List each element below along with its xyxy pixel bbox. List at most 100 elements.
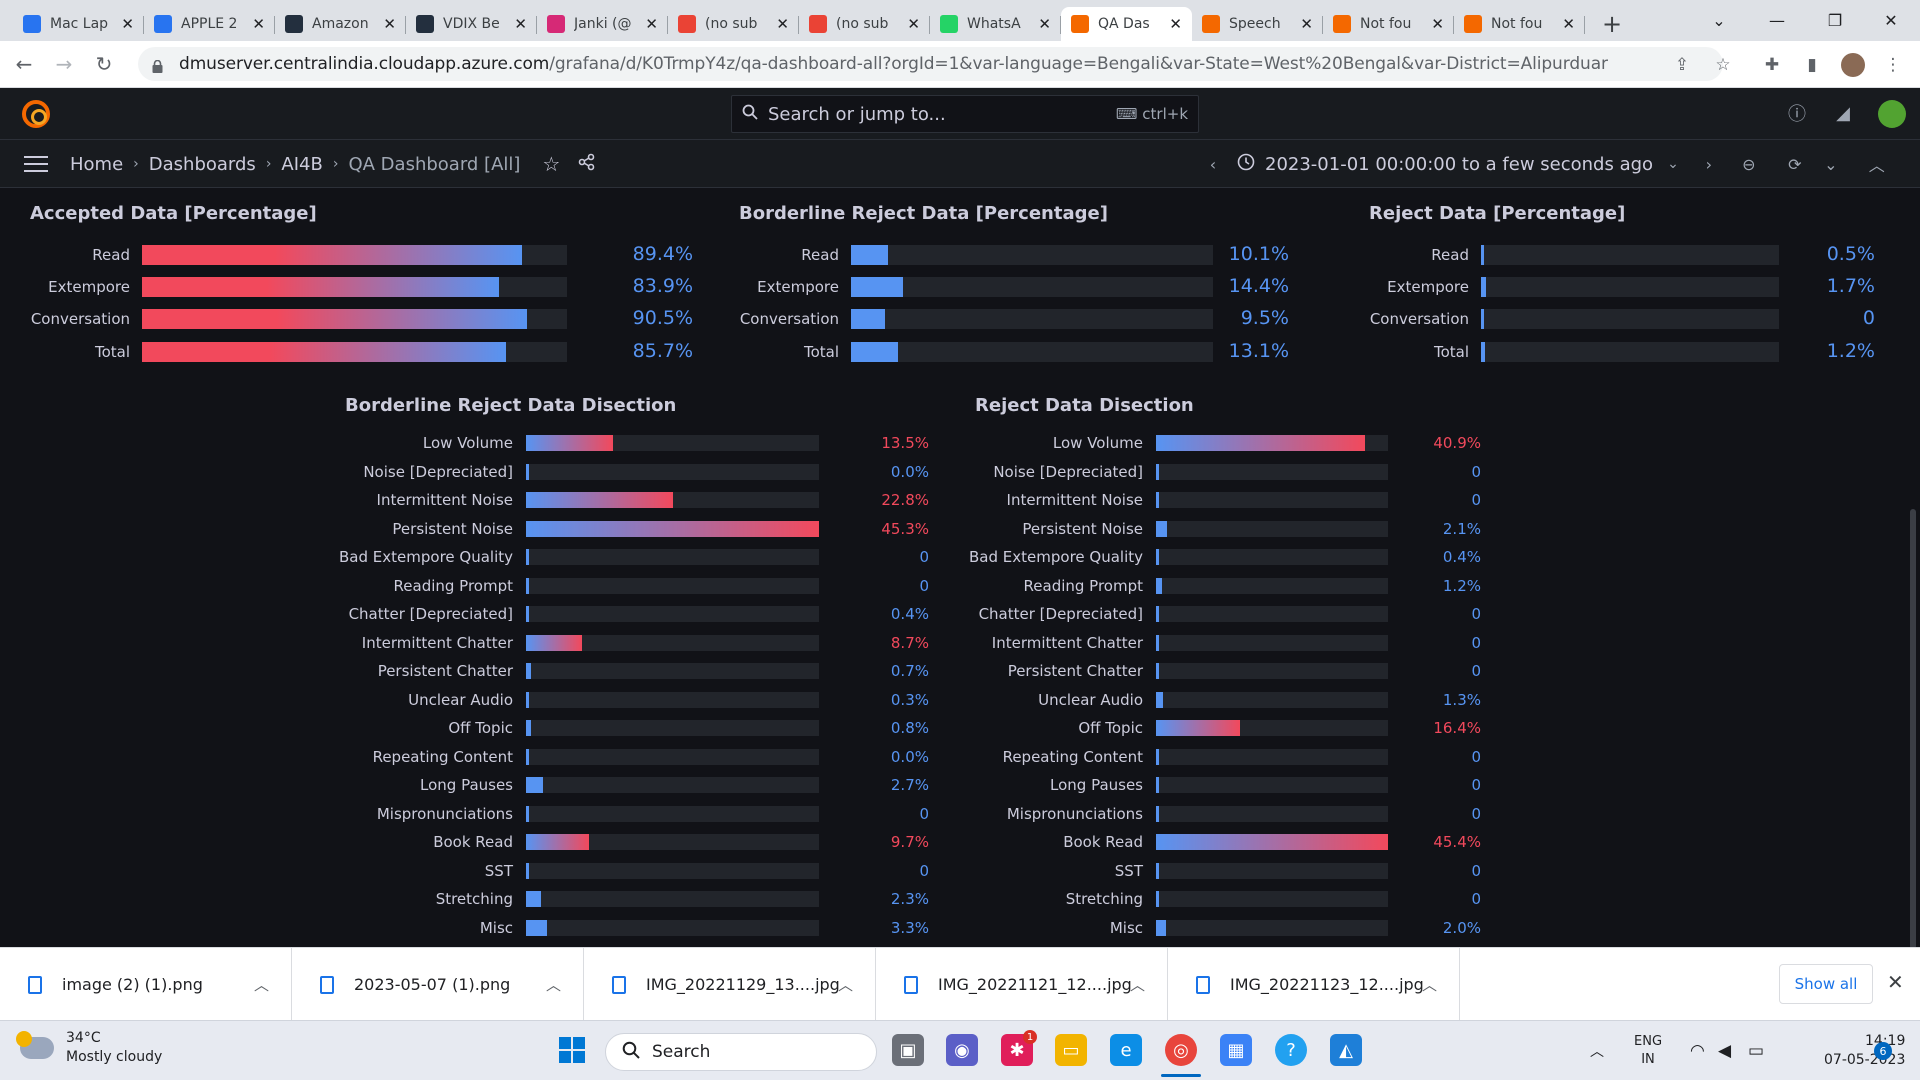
minimize-button[interactable]: — [1769, 11, 1785, 30]
download-item[interactable]: IMG_20221121_12....jpg ︿ [876, 948, 1168, 1021]
scrollbar[interactable] [1910, 509, 1916, 947]
browser-tab[interactable]: Amazon ✕ [275, 7, 406, 41]
download-item[interactable]: image (2) (1).png ︿ [0, 948, 292, 1021]
taskbar-search[interactable]: Search [605, 1033, 877, 1071]
help-icon[interactable]: ⓘ [1788, 104, 1806, 125]
dissection-track [526, 606, 819, 622]
news-feed-icon[interactable]: ◢ [1836, 102, 1850, 124]
input-language[interactable]: ENG IN [1634, 1034, 1663, 1067]
chrome-browser-icon[interactable]: ◎ [1165, 1034, 1197, 1066]
search-input[interactable]: Search or jump to... ⌨ ctrl+k [731, 95, 1199, 133]
notification-badge[interactable]: 6 [1874, 1042, 1892, 1060]
browser-tab[interactable]: Not fou ✕ [1454, 7, 1585, 41]
browser-tab[interactable]: QA Das ✕ [1061, 7, 1192, 41]
user-avatar[interactable] [1878, 100, 1906, 128]
refresh-icon[interactable]: ⟳ [1788, 154, 1802, 174]
close-tab-icon[interactable]: ✕ [1562, 15, 1575, 33]
clock[interactable]: 14:19 07-05-2023 [1824, 1021, 1905, 1080]
close-tab-icon[interactable]: ✕ [645, 15, 658, 33]
url-field[interactable]: dmuserver.centralindia.cloudapp.azure.co… [138, 47, 1723, 81]
share-icon[interactable] [578, 153, 596, 176]
time-back-icon[interactable]: ‹ [1209, 154, 1217, 174]
bookmark-star-icon[interactable]: ☆ [1715, 55, 1731, 75]
browser-tab[interactable]: Janki (@ ✕ [537, 7, 668, 41]
forward-icon[interactable]: → [55, 52, 73, 76]
file-explorer-icon[interactable]: ▭ [1055, 1034, 1087, 1066]
browser-tab[interactable]: VDIX Be ✕ [406, 7, 537, 41]
show-all-downloads-button[interactable]: Show all [1779, 964, 1873, 1004]
dissection-bar [526, 635, 582, 651]
photos-app-icon[interactable]: ◭ [1330, 1034, 1362, 1066]
wifi-icon[interactable]: ◠ [1690, 1041, 1705, 1061]
close-tab-icon[interactable]: ✕ [907, 15, 920, 33]
chevron-up-icon[interactable]: ︿ [545, 976, 561, 994]
windows-start-icon[interactable] [556, 1034, 588, 1066]
close-tab-icon[interactable]: ✕ [514, 15, 527, 33]
close-tab-icon[interactable]: ✕ [1169, 15, 1182, 33]
close-downloads-icon[interactable]: ✕ [1887, 970, 1904, 994]
favorite-star-icon[interactable]: ☆ [542, 152, 561, 176]
browser-tab[interactable]: (no sub ✕ [799, 7, 930, 41]
refresh-interval-chevron-icon[interactable]: ⌄ [1824, 154, 1838, 174]
tab-search-icon[interactable]: ⌄ [1712, 11, 1726, 30]
gauge-value: 1.2% [1826, 340, 1875, 362]
close-tab-icon[interactable]: ✕ [1431, 15, 1444, 33]
chevron-up-icon[interactable]: ︿ [1421, 976, 1437, 994]
dissection-bar [1156, 464, 1159, 480]
slack-icon[interactable]: ✱ 1 [1001, 1030, 1037, 1066]
browser-tab[interactable]: Speech ✕ [1192, 7, 1323, 41]
download-item[interactable]: IMG_20221129_13....jpg ︿ [584, 948, 876, 1021]
maximize-button[interactable]: ❐ [1827, 11, 1843, 30]
close-tab-icon[interactable]: ✕ [383, 15, 396, 33]
microsoft-store-icon[interactable]: ▦ [1220, 1034, 1252, 1066]
profile-avatar[interactable] [1838, 50, 1868, 80]
panel-title[interactable]: Reject Data Disection [975, 395, 1194, 416]
breadcrumb-folder[interactable]: AI4B [281, 153, 323, 175]
zoom-out-icon[interactable]: ⊖ [1742, 154, 1756, 174]
download-item[interactable]: 2023-05-07 (1).png ︿ [292, 948, 584, 1021]
close-tab-icon[interactable]: ✕ [776, 15, 789, 33]
show-hidden-icons-icon[interactable]: ︿ [1590, 1044, 1604, 1060]
menu-icon[interactable] [24, 156, 48, 172]
battery-icon[interactable]: ▭ [1748, 1041, 1765, 1061]
weather-widget[interactable]: 34°C Mostly cloudy [16, 1029, 162, 1067]
chrome-menu-icon[interactable]: ⋮ [1884, 55, 1902, 75]
browser-tab[interactable]: (no sub ✕ [668, 7, 799, 41]
browser-tab[interactable]: Not fou ✕ [1323, 7, 1454, 41]
chevron-up-icon[interactable]: ︿ [837, 976, 853, 994]
panel-title[interactable]: Borderline Reject Data Disection [345, 395, 677, 416]
task-view-icon[interactable]: ▣ [892, 1034, 924, 1066]
edge-browser-icon[interactable]: e [1110, 1034, 1142, 1066]
reload-icon[interactable]: ↻ [95, 52, 113, 76]
collapse-header-icon[interactable]: ︿ [1868, 156, 1885, 175]
extensions-icon[interactable]: ✚ [1764, 55, 1780, 75]
breadcrumb-dashboards[interactable]: Dashboards [148, 153, 256, 175]
new-tab-button[interactable]: + [1601, 10, 1623, 38]
time-range-picker[interactable]: 2023-01-01 00:00:00 to a few seconds ago… [1237, 153, 1679, 176]
close-tab-icon[interactable]: ✕ [1038, 15, 1051, 33]
back-icon[interactable]: ← [15, 52, 33, 76]
close-tab-icon[interactable]: ✕ [252, 15, 265, 33]
panel-title[interactable]: Reject Data [Percentage] [1369, 203, 1626, 224]
close-tab-icon[interactable]: ✕ [1300, 15, 1313, 33]
close-window-button[interactable]: ✕ [1884, 11, 1898, 30]
side-panel-icon[interactable]: ▮ [1807, 55, 1817, 75]
grafana-logo-icon[interactable] [22, 100, 50, 128]
breadcrumb-home[interactable]: Home [70, 153, 124, 175]
download-item[interactable]: IMG_20221123_12....jpg ︿ [1168, 948, 1460, 1021]
help-tips-icon[interactable]: ? [1275, 1034, 1307, 1066]
panel-title[interactable]: Accepted Data [Percentage] [30, 203, 317, 224]
gauge-value: 83.9% [632, 275, 693, 297]
panel-title[interactable]: Borderline Reject Data [Percentage] [739, 203, 1108, 224]
volume-icon[interactable]: ◀ [1718, 1041, 1732, 1061]
chevron-up-icon[interactable]: ︿ [253, 976, 269, 994]
teams-chat-icon[interactable]: ◉ [946, 1034, 978, 1066]
close-tab-icon[interactable]: ✕ [121, 15, 134, 33]
chevron-up-icon[interactable]: ︿ [1129, 976, 1145, 994]
browser-tab[interactable]: WhatsA ✕ [930, 7, 1061, 41]
browser-tab[interactable]: APPLE 2 ✕ [144, 7, 275, 41]
browser-tab[interactable]: Mac Lap ✕ [13, 7, 144, 41]
time-forward-icon[interactable]: › [1705, 154, 1712, 174]
share-page-icon[interactable]: ⇪ [1674, 55, 1690, 75]
dissection-value: 0 [1471, 605, 1481, 623]
